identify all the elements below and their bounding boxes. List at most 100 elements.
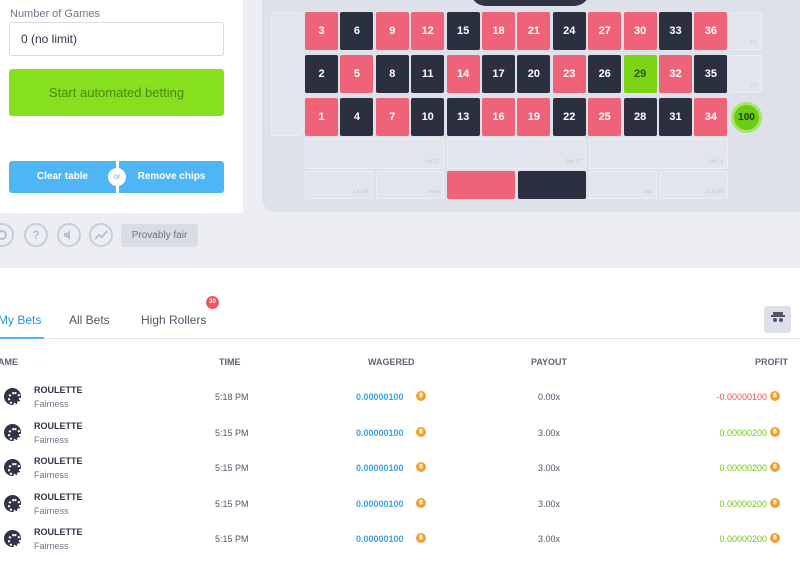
roulette-icon bbox=[4, 423, 21, 441]
number-cell[interactable]: 15 bbox=[446, 12, 480, 50]
table-row[interactable]: ROULETTE Fairness 5:15 PM 0.00000100 ฿ 3.00x 0… bbox=[0, 489, 800, 524]
dozen-bet-2nd[interactable]: 2nd 12 bbox=[447, 138, 586, 169]
column-bet-top[interactable]: 2:1 bbox=[729, 12, 762, 50]
roulette-wheel bbox=[470, 0, 590, 6]
number-cell[interactable]: 23 bbox=[552, 55, 586, 93]
number-cell[interactable]: 16 bbox=[482, 98, 515, 136]
stats-chart-icon[interactable] bbox=[89, 223, 113, 247]
number-cell[interactable]: 19 bbox=[517, 98, 551, 136]
profit-amount: 0.00000200 bbox=[719, 427, 767, 438]
number-cell[interactable]: 7 bbox=[375, 98, 409, 136]
outside-label: 19 to 36 bbox=[704, 189, 723, 195]
number-cell[interactable]: 24 bbox=[552, 12, 586, 50]
bet-red[interactable] bbox=[447, 171, 515, 199]
number-cell[interactable]: 32 bbox=[659, 55, 692, 93]
column-header-game: AME bbox=[0, 357, 18, 367]
bet-1-to-18[interactable]: 1 to 18 bbox=[305, 171, 373, 199]
game-name: ROULETTE bbox=[34, 420, 83, 431]
number-cell[interactable]: 36 bbox=[694, 12, 728, 50]
number-cell[interactable]: 14 bbox=[446, 55, 480, 93]
help-icon[interactable]: ? bbox=[24, 223, 48, 247]
dozen-label: 2nd 12 bbox=[565, 159, 581, 165]
settings-icon[interactable] bbox=[0, 223, 14, 247]
number-of-games-label: Number of Games bbox=[10, 8, 100, 20]
tab-all-bets[interactable]: All Bets bbox=[69, 313, 110, 327]
number-cell[interactable]: 31 bbox=[659, 98, 692, 136]
bet-chip[interactable]: 100 bbox=[731, 102, 762, 133]
number-cell[interactable]: 2 bbox=[305, 55, 338, 93]
bet-time: 5:15 PM bbox=[215, 534, 249, 544]
number-cell[interactable]: 8 bbox=[375, 55, 409, 93]
dozen-bet-1st[interactable]: 1st 12 bbox=[305, 138, 444, 169]
number-cell[interactable]: 34 bbox=[694, 98, 728, 136]
bet-19-to-36[interactable]: 19 to 36 bbox=[660, 171, 728, 199]
bitcoin-icon: ฿ bbox=[416, 462, 426, 472]
tabs-divider bbox=[0, 338, 800, 339]
fairness-link[interactable]: Fairness bbox=[34, 434, 69, 445]
number-cell[interactable]: 20 bbox=[517, 55, 551, 93]
number-cell[interactable]: 35 bbox=[694, 55, 728, 93]
help-glyph: ? bbox=[32, 228, 40, 242]
clear-table-button[interactable]: Clear table bbox=[9, 161, 116, 193]
fairness-link[interactable]: Fairness bbox=[34, 470, 69, 480]
tab-high-rollers[interactable]: High Rollers bbox=[141, 313, 207, 327]
start-automated-betting-button[interactable]: Start automated betting bbox=[9, 69, 224, 116]
number-cell[interactable]: 17 bbox=[482, 55, 515, 93]
number-cell[interactable]: 4 bbox=[340, 98, 374, 136]
profit-amount: 0.00000200 bbox=[719, 463, 767, 473]
payout-multiplier: 0.00x bbox=[538, 392, 561, 402]
bet-odd[interactable]: odd bbox=[589, 171, 657, 199]
profit-amount: 0.00000200 bbox=[719, 498, 767, 509]
high-rollers-count-badge: 30 bbox=[206, 296, 219, 309]
profit-amount: -0.00000100 bbox=[716, 392, 767, 402]
number-of-games-input[interactable]: 0 (no limit) bbox=[9, 22, 224, 56]
number-cell[interactable]: 33 bbox=[659, 12, 692, 50]
remove-chips-button[interactable]: Remove chips bbox=[119, 161, 224, 193]
number-cell[interactable]: 3 bbox=[305, 12, 338, 50]
roulette-icon bbox=[4, 459, 21, 476]
number-cell[interactable]: 28 bbox=[623, 98, 657, 136]
number-cell[interactable]: 12 bbox=[411, 12, 445, 50]
zero-bet-cell[interactable] bbox=[271, 12, 303, 136]
table-row[interactable]: ROULETTE Fairness 5:15 PM 0.00000100 ฿ 3.00x 0… bbox=[0, 418, 800, 453]
dozen-bet-3rd[interactable]: 3rd 12 bbox=[589, 138, 728, 169]
filter-button[interactable] bbox=[764, 306, 791, 333]
bet-time: 5:18 PM bbox=[215, 392, 249, 402]
fairness-link[interactable]: Fairness bbox=[34, 399, 69, 409]
number-cell[interactable]: 29 bbox=[623, 55, 657, 93]
number-cell[interactable]: 6 bbox=[340, 12, 374, 50]
bet-black[interactable] bbox=[518, 171, 586, 199]
column-header-time: TIME bbox=[219, 357, 241, 367]
number-cell[interactable]: 30 bbox=[623, 12, 657, 50]
incognito-icon bbox=[770, 312, 785, 322]
sound-icon[interactable] bbox=[57, 223, 81, 247]
table-row[interactable]: ROULETTE Fairness 5:15 PM 0.00000100 ฿ 3.00x 0… bbox=[0, 453, 800, 488]
bitcoin-icon: ฿ bbox=[770, 533, 780, 543]
number-cell[interactable]: 26 bbox=[588, 55, 622, 93]
table-row[interactable]: ROULETTE Fairness 5:15 PM 0.00000100 ฿ 3.00x 0… bbox=[0, 524, 800, 559]
bitcoin-icon: ฿ bbox=[416, 391, 426, 401]
fairness-link[interactable]: Fairness bbox=[34, 505, 69, 516]
wagered-amount: 0.00000100 bbox=[356, 498, 404, 509]
number-cell[interactable]: 1 bbox=[305, 98, 338, 136]
game-name: ROULETTE bbox=[34, 491, 83, 502]
number-cell[interactable]: 11 bbox=[411, 55, 445, 93]
number-cell[interactable]: 10 bbox=[411, 98, 445, 136]
column-bet-middle[interactable]: 2:1 bbox=[729, 55, 762, 93]
bet-even[interactable]: even bbox=[376, 171, 444, 199]
number-cell[interactable]: 13 bbox=[446, 98, 480, 136]
column-header-profit: PROFIT bbox=[755, 357, 788, 367]
provably-fair-button[interactable]: Provably fair bbox=[121, 224, 198, 247]
number-cell[interactable]: 18 bbox=[482, 12, 515, 50]
number-cell[interactable]: 22 bbox=[552, 98, 586, 136]
number-cell[interactable]: 21 bbox=[517, 12, 551, 50]
tab-my-bets[interactable]: My Bets bbox=[0, 313, 42, 327]
number-cell[interactable]: 9 bbox=[375, 12, 409, 50]
auto-bet-panel: Number of Games 0 (no limit) Start autom… bbox=[0, 0, 243, 213]
fairness-link[interactable]: Fairness bbox=[34, 541, 69, 551]
number-cell[interactable]: 5 bbox=[340, 55, 374, 93]
number-cell[interactable]: 25 bbox=[588, 98, 622, 136]
number-cell[interactable]: 27 bbox=[588, 12, 622, 50]
game-name: ROULETTE bbox=[34, 456, 83, 466]
table-row[interactable]: ROULETTE Fairness 5:18 PM 0.00000100 ฿ 0.00x -… bbox=[0, 382, 800, 417]
